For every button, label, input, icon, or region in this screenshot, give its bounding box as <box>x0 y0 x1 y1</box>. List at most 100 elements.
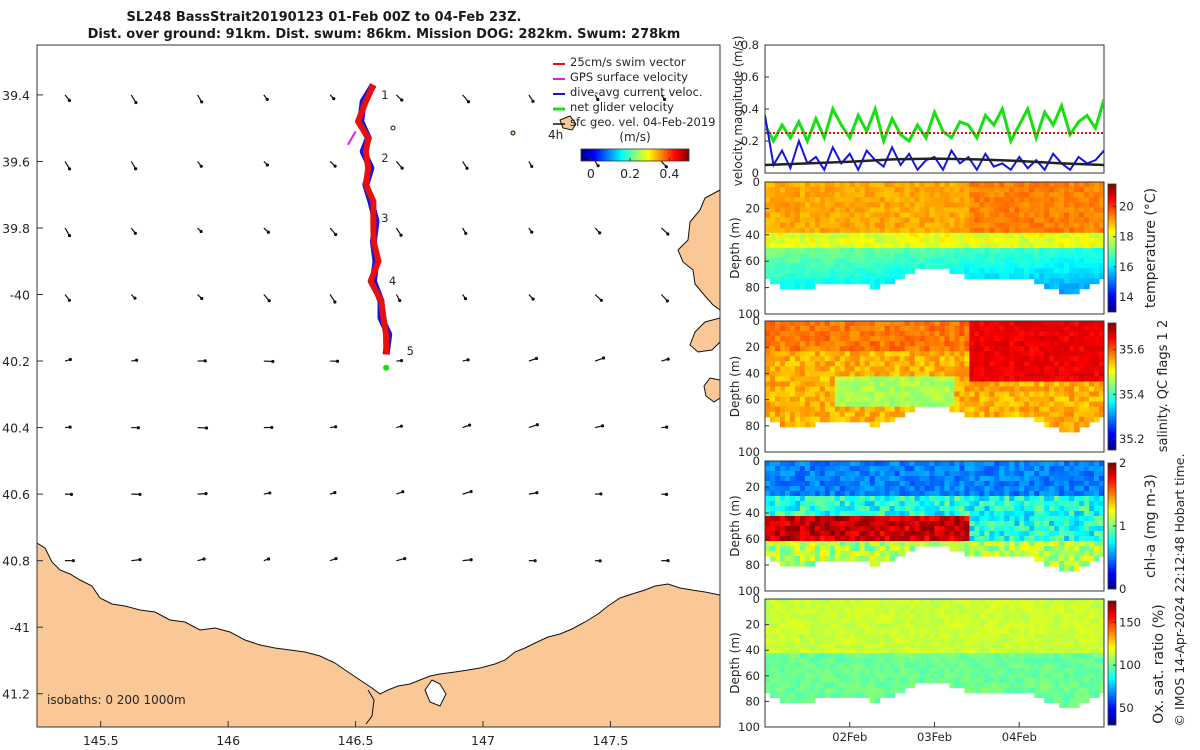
heatmap-cell <box>924 336 931 342</box>
heatmap-cell <box>809 541 816 547</box>
heatmap-cell <box>784 663 791 669</box>
heatmap-cell <box>1084 551 1090 557</box>
heatmap-cell <box>1034 511 1040 517</box>
heatmap-cell <box>794 556 801 562</box>
heatmap-cell <box>894 613 901 620</box>
heatmap-cell <box>994 391 1000 398</box>
heatmap-cell <box>994 242 1000 249</box>
heatmap-cell <box>814 541 821 547</box>
heatmap-cell <box>1044 336 1050 342</box>
heatmap-cell <box>904 248 911 254</box>
heatmap-cell <box>929 481 936 487</box>
heatmap-cell <box>1039 461 1045 467</box>
heatmap-cell <box>780 516 786 522</box>
heatmap-cell <box>849 212 856 219</box>
heatmap-cell <box>869 506 876 512</box>
heatmap-cell <box>1099 258 1104 264</box>
heatmap-cell <box>1049 556 1055 562</box>
heatmap-cell <box>904 672 911 679</box>
heatmap-cell <box>979 536 985 542</box>
heatmap-cell <box>765 486 771 492</box>
heatmap-cell <box>879 202 886 208</box>
heatmap-cell <box>1044 202 1050 208</box>
heatmap-cell <box>1079 551 1085 557</box>
heatmap-cell <box>1029 207 1035 214</box>
heatmap-cell <box>949 248 956 254</box>
heatmap-cell <box>994 501 1000 507</box>
heatmap-cell <box>799 391 806 398</box>
heatmap-cell <box>969 531 975 537</box>
heatmap-cell <box>775 248 781 254</box>
heatmap-cell <box>914 326 921 332</box>
heatmap-cell <box>829 603 836 610</box>
heatmap-cell <box>979 371 985 377</box>
heatmap-cell <box>814 506 821 512</box>
heatmap-cell <box>814 263 821 269</box>
heatmap-cell <box>809 411 816 418</box>
heatmap-cell <box>989 361 995 367</box>
heatmap-cell <box>1084 486 1090 492</box>
heatmap-cell <box>1084 496 1090 502</box>
heatmap-cell <box>770 466 776 472</box>
heatmap-cell <box>1094 521 1100 527</box>
heatmap-cell <box>879 197 886 203</box>
heatmap-cell <box>775 278 781 285</box>
heatmap-cell <box>824 263 831 269</box>
sfc-velocity-arrowhead <box>399 359 404 363</box>
heatmap-cell <box>859 401 866 408</box>
heatmap-cell <box>944 263 951 269</box>
heatmap-cell <box>989 351 995 357</box>
heatmap-cell <box>924 536 931 542</box>
heatmap-cell <box>784 341 791 347</box>
heatmap-cell <box>1044 496 1050 502</box>
heatmap-cell <box>999 476 1005 482</box>
heatmap-cell <box>1094 197 1100 203</box>
heatmap-cell <box>959 217 965 224</box>
heatmap-cell <box>775 326 781 332</box>
heatmap-cell <box>794 491 801 497</box>
heatmap-cell <box>884 263 891 269</box>
heatmap-cell <box>959 381 965 388</box>
heatmap-cell <box>814 416 821 423</box>
velocity-series <box>765 98 1104 173</box>
heatmap-cell <box>794 667 801 674</box>
heatmap-cell <box>1034 391 1040 398</box>
heatmap-cell <box>1014 396 1020 403</box>
heatmap-cell <box>919 618 926 625</box>
heatmap-cell <box>780 202 786 208</box>
heatmap-cell <box>775 376 781 382</box>
heatmap-cell <box>814 331 821 337</box>
heatmap-cell <box>1009 521 1015 527</box>
heatmap-cell <box>1049 326 1055 332</box>
heatmap-cell <box>984 376 990 382</box>
heatmap-cell <box>804 541 811 547</box>
heatmap-cell <box>824 396 831 403</box>
heatmap-cell <box>829 341 836 347</box>
heatmap-cell <box>1049 346 1055 352</box>
heatmap-cell <box>879 466 886 472</box>
heatmap-cell <box>879 391 886 398</box>
sfc-velocity-arrowhead <box>136 426 140 430</box>
heatmap-cell <box>984 232 990 239</box>
heatmap-cell <box>765 638 771 644</box>
heatmap-cell <box>864 232 871 239</box>
heatmap-cell <box>1074 531 1080 537</box>
heatmap-cell <box>959 222 965 229</box>
heatmap-cell <box>1069 182 1075 188</box>
heatmap-cell <box>864 263 871 269</box>
heatmap-cell <box>944 376 951 382</box>
heatmap-cell <box>854 628 861 634</box>
heatmap-cell <box>829 356 836 362</box>
heatmap-cell <box>1059 253 1065 259</box>
heatmap-cell <box>775 416 781 423</box>
heatmap-cell <box>954 386 960 393</box>
heatmap-cell <box>969 197 975 203</box>
heatmap-cell <box>989 248 995 254</box>
heatmap-cell <box>884 341 891 347</box>
heatmap-cell <box>954 187 960 193</box>
heatmap-cell <box>839 687 846 694</box>
heatmap-cell <box>1069 411 1075 418</box>
heatmap-cell <box>889 643 896 649</box>
heatmap-cell <box>1009 496 1015 502</box>
heatmap-cell <box>799 663 806 669</box>
